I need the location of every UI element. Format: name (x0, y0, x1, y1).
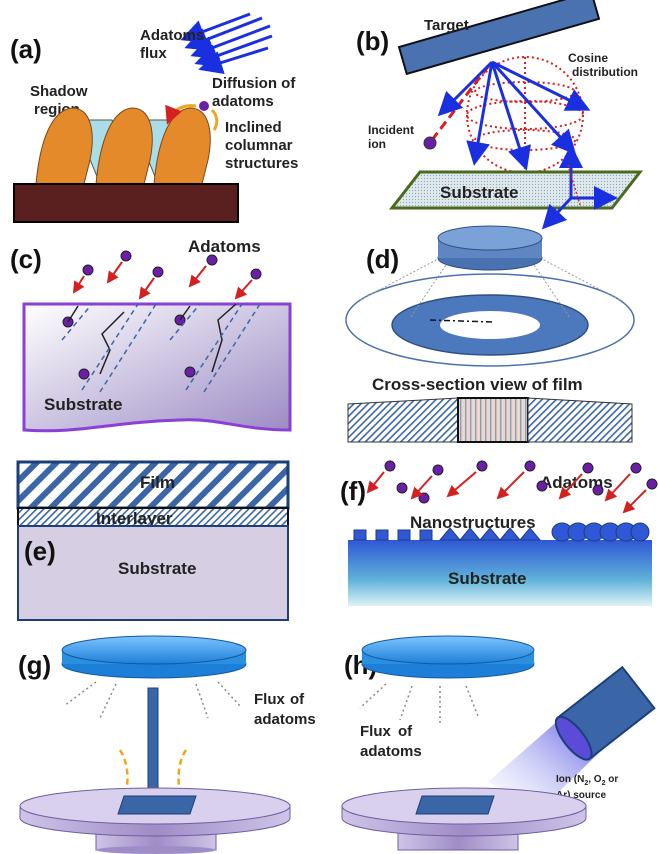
substrate-e (17, 525, 289, 621)
film-layer (16, 460, 290, 510)
panel-c: (c) Adatoms Substrate (10, 237, 292, 433)
adatoms-flux-label-2: flux (140, 45, 167, 62)
incident-label-1: Incident (368, 123, 414, 137)
inclined-label-2: columnar (225, 137, 293, 154)
adatoms-label-c: Adatoms (188, 237, 261, 256)
adatoms-c (62, 250, 262, 380)
nanostructures (353, 522, 650, 542)
ion-source-label-1: Ion (N2, O2 or (556, 774, 618, 787)
column-guides-c (61, 303, 261, 393)
flux-lines-g (63, 681, 241, 719)
panel-b-label: (b) (356, 26, 389, 56)
diffusing-adatom (199, 101, 209, 111)
adatoms-f (384, 460, 658, 504)
flux-label-h-2: of (398, 723, 413, 740)
panel-d-label: (d) (366, 244, 399, 274)
flux-label-g-1: Flux (254, 691, 285, 708)
panel-a: (a) Adatoms flux Diffusion of adatoms Sh… (10, 12, 298, 223)
cosine-label-1: Cosine (568, 51, 608, 65)
diffusion-arrow-right (210, 108, 219, 131)
flux-lines-h (359, 683, 479, 724)
film-cross-section (347, 397, 633, 443)
substrate-label: Substrate (440, 183, 518, 202)
diffusion-label-1: Diffusion of (212, 75, 296, 92)
substrate-label-e: Substrate (118, 559, 196, 578)
incident-label-2: ion (368, 137, 386, 151)
substrate-c (22, 302, 292, 433)
normal-line (567, 164, 581, 206)
cosine-distribution (466, 56, 584, 174)
substrate-base (13, 183, 239, 223)
substrate-label-f: Substrate (448, 569, 526, 588)
panel-b: (b) Target Cosine distribution Incident … (356, 0, 644, 230)
target-plate (397, 0, 601, 76)
incoming-arrows-f (366, 471, 647, 514)
flux-cone-lines-d (359, 257, 621, 319)
flux-curve-left (118, 749, 129, 801)
adatoms-flux-arrows (180, 12, 273, 75)
ion-source (554, 665, 656, 761)
flux-label-h-1: Flux (360, 723, 391, 740)
flux-label-g-3: adatoms (254, 711, 316, 728)
ring-center (440, 311, 540, 339)
panel-g: (g) Flux of adatoms (18, 635, 316, 854)
substrate-h (415, 795, 495, 815)
shadow-region-label-1: Shadow (30, 83, 88, 100)
diffusion-label-2: adatoms (212, 93, 274, 110)
flux-curve-right (177, 749, 188, 801)
panel-e: Film Interlayer (e) Substrate (16, 460, 290, 621)
panel-c-label: (c) (10, 244, 42, 274)
panel-e-label: (e) (24, 536, 56, 566)
film-label: Film (140, 473, 175, 492)
target-disk-d-top (437, 225, 543, 251)
inclined-label-3: structures (225, 155, 298, 172)
incoming-arrows-c (72, 261, 253, 300)
cross-section-label: Cross-section view of film (372, 375, 583, 394)
flux-label-g-2: of (290, 691, 305, 708)
substrate-g (117, 795, 197, 815)
target-disk-g-top (61, 635, 247, 665)
shadow-rod (147, 687, 159, 799)
panel-a-label: (a) (10, 34, 42, 64)
sputtered-arrows (437, 60, 591, 171)
diffusion-arrow-left (165, 104, 197, 125)
cosine-label-2: distribution (572, 65, 638, 79)
diffusion-paths-c (67, 303, 237, 375)
radius-line (429, 319, 493, 323)
panel-f-label: (f) (340, 476, 366, 506)
panel-h: (h) Flux of adatoms Ion (N2, O2 or Ar) s… (341, 635, 656, 851)
panel-g-label: (g) (18, 650, 51, 680)
inclined-columns (35, 107, 211, 185)
target-disk-h-top (361, 635, 535, 665)
substrate-label-c: Substrate (44, 395, 122, 414)
adatoms-flux-label-1: Adatoms (140, 27, 204, 44)
substrate-f (348, 540, 652, 606)
panel-d: (d) Cross-section view of film (345, 225, 635, 443)
flux-label-h-3: adatoms (360, 743, 422, 760)
incident-ion (423, 136, 437, 150)
panel-f: (f) Substrate Nanostructures Adatoms (340, 460, 658, 606)
interlayer-label: Interlayer (96, 509, 173, 528)
nanostructures-label: Nanostructures (410, 513, 536, 532)
target-label: Target (424, 17, 469, 34)
inclined-label-1: Inclined (225, 119, 282, 136)
ion-source-label-2: Ar) source (556, 790, 606, 801)
